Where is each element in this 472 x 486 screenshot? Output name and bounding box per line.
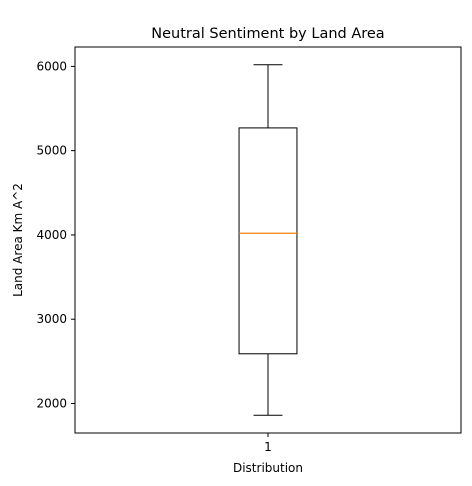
y-tick-label: 2000 [36, 397, 67, 411]
box-1 [238, 64, 298, 416]
box-group [238, 64, 298, 416]
iqr-box [238, 127, 298, 355]
x-axis-label: Distribution [233, 461, 303, 475]
chart-title: Neutral Sentiment by Land Area [151, 26, 384, 42]
y-tick-label: 4000 [36, 228, 67, 242]
y-axis-label: Land Area Km A^2 [11, 183, 25, 297]
y-tick-label: 3000 [36, 312, 67, 326]
y-tick-label: 5000 [36, 144, 67, 158]
x-tick-label: 1 [264, 440, 272, 454]
y-axis: 2000 3000 4000 5000 6000 [36, 59, 75, 411]
x-axis: 1 [264, 433, 272, 454]
y-tick-label: 6000 [36, 59, 67, 73]
